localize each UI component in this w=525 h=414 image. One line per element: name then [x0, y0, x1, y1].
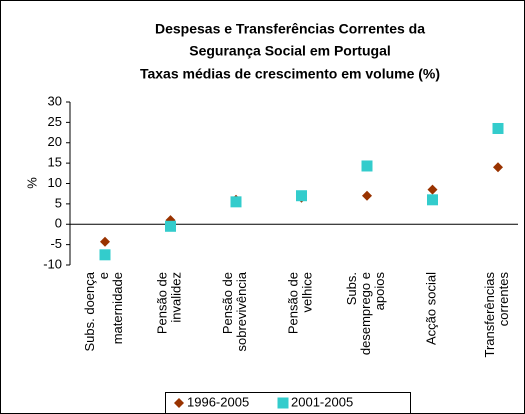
- legend-marker: [174, 398, 184, 408]
- x-tick-label: Transferênciascorrentes: [482, 272, 511, 358]
- y-tick-label: 20: [48, 134, 62, 149]
- point: [99, 249, 111, 261]
- point: [362, 190, 372, 201]
- y-tick-label: 10: [48, 175, 62, 190]
- chart-title: Despesas e Transferências Correntes da: [155, 21, 425, 37]
- y-tick-label: 25: [48, 114, 62, 129]
- x-tick-label: Pensão develhice: [286, 272, 315, 334]
- y-axis-label: %: [24, 177, 39, 189]
- x-tick-label: Subs. doençaematernidade: [82, 271, 125, 351]
- y-tick-label: 0: [55, 216, 62, 231]
- x-tick-label: Pensão desobrevivência: [220, 271, 249, 351]
- chart-title: Segurança Social em Portugal: [189, 43, 391, 59]
- legend-marker: [277, 397, 289, 409]
- legend-label: 1996-2005: [187, 394, 249, 409]
- y-tick-label: 5: [55, 195, 62, 210]
- point: [100, 236, 110, 247]
- legend-label: 2001-2005: [291, 394, 353, 409]
- point: [230, 196, 242, 208]
- chart-title: Taxas médias de crescimento em volume (%…: [140, 66, 440, 82]
- x-tick-label: Acção social: [424, 272, 439, 345]
- point: [427, 194, 438, 206]
- point: [492, 122, 504, 134]
- x-tick-label: Subs.desemprego eapoios: [344, 272, 387, 356]
- y-tick-label: -10: [43, 256, 62, 271]
- point: [296, 190, 307, 202]
- point: [361, 160, 373, 172]
- point: [165, 220, 176, 232]
- x-tick-label: Pensão deinvalidez: [155, 272, 184, 334]
- y-tick-label: -5: [50, 236, 62, 251]
- y-tick-label: 15: [48, 155, 62, 170]
- point: [493, 162, 503, 173]
- y-tick-label: 30: [48, 93, 62, 108]
- point: [427, 184, 438, 195]
